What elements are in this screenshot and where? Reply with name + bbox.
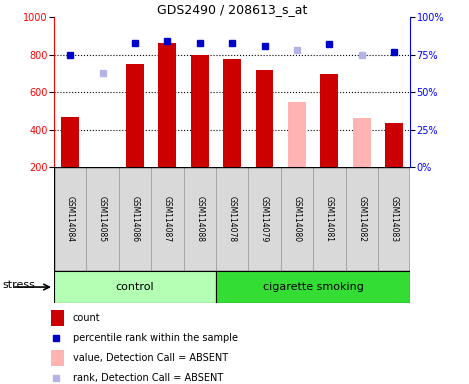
Bar [191,55,209,167]
Bar [385,123,403,167]
Bar [51,310,64,326]
Bar [216,271,410,303]
Text: GSM114083: GSM114083 [390,196,399,242]
Bar [151,167,183,271]
Text: GSM114085: GSM114085 [98,196,107,242]
Text: GSM114084: GSM114084 [66,196,75,242]
Bar [183,167,216,271]
Bar [119,167,151,271]
Text: control: control [116,282,154,292]
Bar [54,167,86,271]
Bar [346,167,378,271]
Bar [159,43,176,167]
Text: GSM114078: GSM114078 [227,196,237,242]
Text: stress: stress [2,280,35,290]
Text: count: count [73,313,100,323]
Title: GDS2490 / 208613_s_at: GDS2490 / 208613_s_at [157,3,307,16]
Text: value, Detection Call = ABSENT: value, Detection Call = ABSENT [73,353,228,363]
Bar [313,167,346,271]
Text: GSM114080: GSM114080 [293,196,302,242]
Bar [61,118,79,167]
Bar [51,350,64,366]
Text: cigarette smoking: cigarette smoking [263,282,363,292]
Bar [216,167,249,271]
Text: percentile rank within the sample: percentile rank within the sample [73,333,238,343]
Text: GSM114088: GSM114088 [195,196,204,242]
Bar [223,60,241,167]
Bar [54,271,216,303]
Bar [288,101,306,167]
Bar [353,118,371,167]
Bar [378,167,410,271]
Bar [126,64,144,167]
Bar [86,167,119,271]
Bar [256,70,273,167]
Bar [320,74,338,167]
Bar [281,167,313,271]
Text: GSM114087: GSM114087 [163,196,172,242]
Text: GSM114082: GSM114082 [357,196,366,242]
Text: GSM114079: GSM114079 [260,196,269,242]
Text: GSM114081: GSM114081 [325,196,334,242]
Text: rank, Detection Call = ABSENT: rank, Detection Call = ABSENT [73,373,223,383]
Text: GSM114086: GSM114086 [130,196,139,242]
Bar [249,167,281,271]
